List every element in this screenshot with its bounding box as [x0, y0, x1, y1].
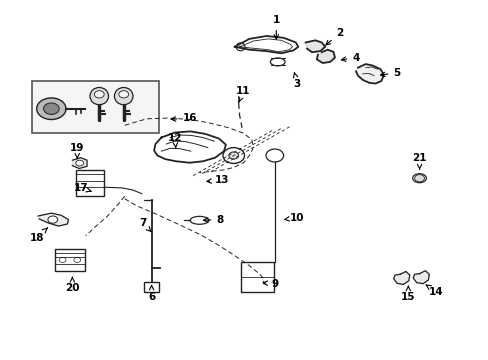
Circle shape: [48, 216, 58, 223]
Text: 6: 6: [148, 285, 155, 302]
Ellipse shape: [90, 87, 108, 105]
Circle shape: [414, 175, 424, 182]
Ellipse shape: [236, 43, 244, 51]
Polygon shape: [393, 271, 409, 284]
Bar: [76, 170, 104, 196]
Circle shape: [43, 103, 59, 114]
Ellipse shape: [114, 87, 133, 105]
Text: 8: 8: [203, 215, 223, 225]
Circle shape: [119, 91, 128, 98]
Text: 16: 16: [171, 113, 197, 123]
Text: 14: 14: [425, 285, 443, 297]
Text: 17: 17: [73, 183, 91, 193]
Text: 9: 9: [263, 279, 278, 289]
Text: 20: 20: [65, 277, 80, 293]
Ellipse shape: [270, 58, 285, 66]
Text: 11: 11: [236, 86, 250, 102]
Polygon shape: [355, 64, 383, 84]
Text: 10: 10: [284, 213, 304, 223]
Text: 3: 3: [293, 73, 300, 89]
Bar: [144, 282, 159, 292]
Text: 15: 15: [400, 286, 415, 302]
Text: 2: 2: [325, 28, 343, 45]
Polygon shape: [412, 271, 428, 284]
Text: 18: 18: [29, 228, 47, 243]
Bar: [32, 81, 159, 133]
Text: 19: 19: [70, 143, 84, 158]
Text: 4: 4: [341, 53, 359, 63]
Text: 1: 1: [272, 15, 279, 39]
Text: 5: 5: [380, 68, 400, 78]
Circle shape: [94, 91, 104, 98]
Text: 7: 7: [139, 218, 151, 232]
Ellipse shape: [412, 174, 426, 183]
Circle shape: [74, 257, 81, 262]
Bar: [55, 249, 85, 271]
Circle shape: [37, 98, 66, 120]
Circle shape: [265, 149, 283, 162]
Circle shape: [223, 148, 244, 163]
Ellipse shape: [190, 216, 208, 224]
Polygon shape: [72, 158, 87, 168]
Circle shape: [59, 257, 66, 262]
Polygon shape: [316, 50, 334, 63]
Polygon shape: [305, 40, 325, 52]
Text: 13: 13: [206, 175, 229, 185]
Polygon shape: [38, 213, 68, 226]
Circle shape: [76, 160, 83, 166]
Circle shape: [228, 152, 238, 159]
Text: 21: 21: [411, 153, 426, 169]
Bar: [240, 262, 273, 292]
Text: 12: 12: [167, 132, 182, 148]
